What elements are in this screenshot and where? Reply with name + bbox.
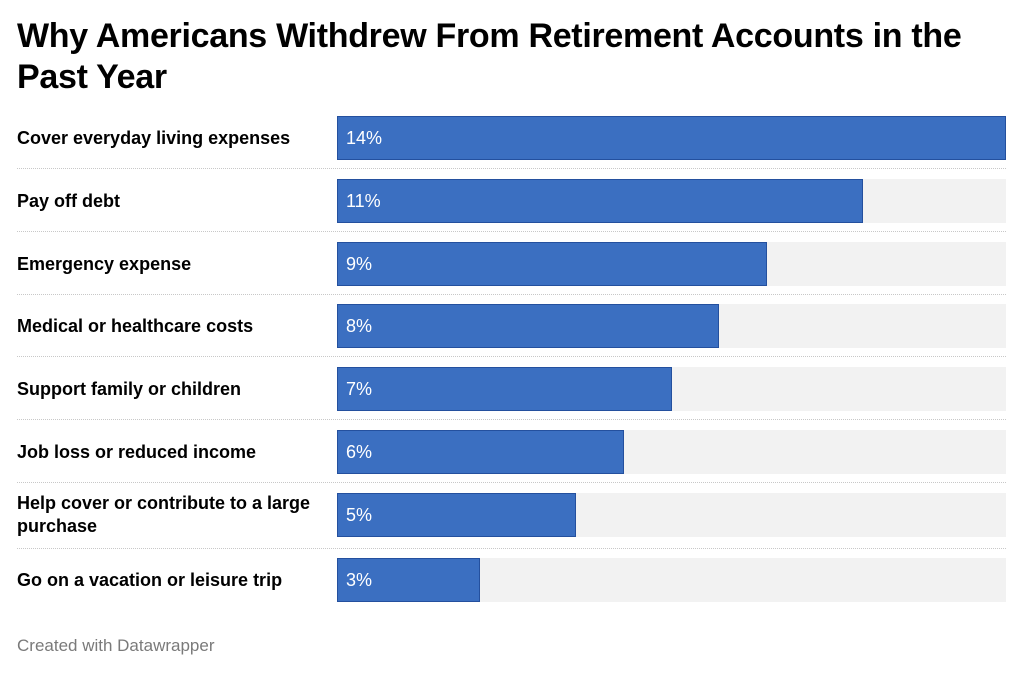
bar	[337, 116, 1006, 160]
bar-track: 9%	[337, 242, 1006, 286]
chart-row: Go on a vacation or leisure trip 3%	[17, 558, 1006, 602]
category-label: Job loss or reduced income	[17, 441, 257, 462]
category-label: Pay off debt	[17, 190, 121, 211]
bar-track: 8%	[337, 304, 1006, 348]
chart-row: Help cover or contribute to a large purc…	[17, 493, 1006, 537]
row-separator	[17, 231, 1006, 232]
chart-row: Support family or children 7%	[17, 367, 1006, 411]
row-separator	[17, 294, 1006, 295]
bar	[337, 242, 767, 286]
bar	[337, 493, 576, 537]
chart-row: Pay off debt 11%	[17, 179, 1006, 223]
bar-value-label: 9%	[346, 254, 373, 274]
chart-row: Job loss or reduced income 6%	[17, 430, 1006, 474]
chart-row: Medical or healthcare costs 8%	[17, 304, 1006, 348]
bar-value-label: 14%	[346, 128, 383, 148]
bar-value-label: 6%	[346, 442, 373, 462]
bar-value-label: 3%	[346, 570, 373, 590]
row-separator	[17, 356, 1006, 357]
footer-credit: Created with Datawrapper	[17, 636, 215, 655]
bar	[337, 367, 672, 411]
category-label: Cover everyday living expenses	[17, 127, 291, 148]
bar-track: 6%	[337, 430, 1006, 474]
bar-track: 3%	[337, 558, 1006, 602]
category-label: Medical or healthcare costs	[17, 315, 254, 336]
bar-value-label: 8%	[346, 316, 373, 336]
row-separator	[17, 548, 1006, 549]
row-separator	[17, 482, 1006, 483]
bar-value-label: 7%	[346, 379, 373, 399]
chart-row: Cover everyday living expenses 14%	[17, 116, 1006, 160]
bar	[337, 179, 863, 223]
chart-row: Emergency expense 9%	[17, 242, 1006, 286]
bar	[337, 430, 624, 474]
bar-value-label: 5%	[346, 505, 373, 525]
category-label: Go on a vacation or leisure trip	[17, 569, 283, 590]
bar-track: 7%	[337, 367, 1006, 411]
category-label: Help cover or contribute to a large purc…	[17, 493, 311, 536]
row-separator	[17, 168, 1006, 169]
bar-value-label: 11%	[346, 191, 381, 211]
chart-title: Why Americans Withdrew From Retirement A…	[17, 17, 962, 96]
bar-track: 11%	[337, 179, 1006, 223]
bar	[337, 304, 719, 348]
category-label: Support family or children	[17, 378, 242, 399]
bar	[337, 558, 480, 602]
row-separator	[17, 419, 1006, 420]
bar-track: 5%	[337, 493, 1006, 537]
category-label: Emergency expense	[17, 253, 192, 274]
bar-track: 14%	[337, 116, 1006, 160]
